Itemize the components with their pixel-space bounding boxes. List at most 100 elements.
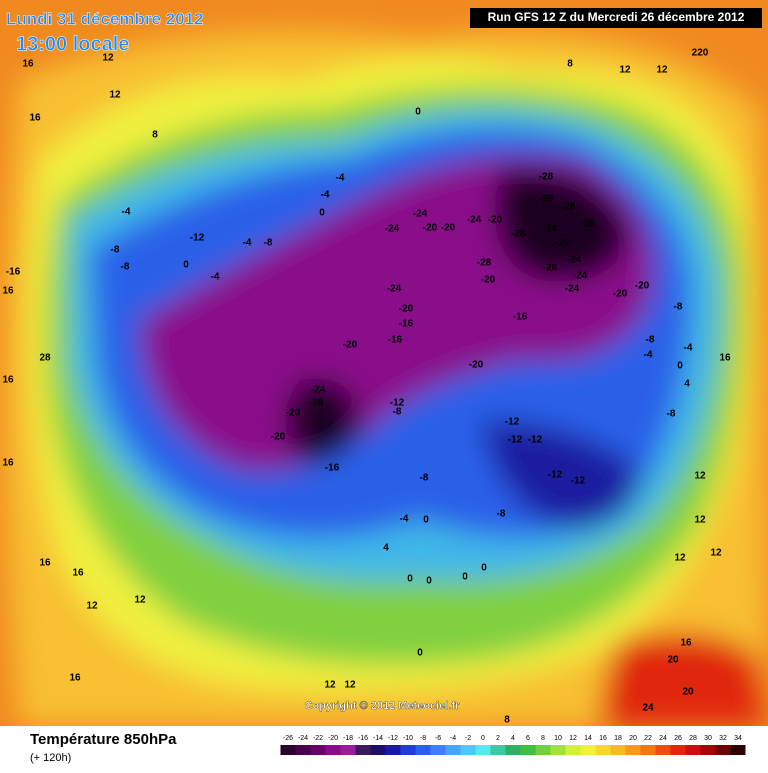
colorbar-swatch (565, 745, 581, 755)
colorbar-label: 24 (659, 735, 667, 742)
contour-label: -28 (539, 172, 554, 183)
colorbar-label: 10 (554, 735, 562, 742)
contour-label: 4 (383, 543, 389, 554)
run-info: Run GFS 12 Z du Mercredi 26 décembre 201… (488, 10, 745, 24)
contour-label: 12 (656, 65, 668, 76)
contour-label: 16 (69, 673, 81, 684)
colorbar-swatch (445, 745, 461, 755)
contour-label: -20 (343, 340, 358, 351)
contour-label: -8 (393, 407, 402, 418)
colorbar-label: -4 (450, 735, 456, 742)
colorbar-swatch (595, 745, 611, 755)
contour-label: 8 (567, 59, 573, 70)
colorbar-label: -22 (313, 735, 323, 742)
contour-label: -24 (555, 238, 570, 249)
contour-label: 4 (684, 379, 690, 390)
contour-label: 12 (710, 548, 722, 559)
contour-label: -20 (481, 275, 496, 286)
colorbar-label: -26 (283, 735, 293, 742)
contour-label: 16 (22, 59, 34, 70)
contour-label: -12 (528, 435, 543, 446)
contour-label: -8 (646, 335, 655, 346)
colorbar-swatch (730, 745, 746, 755)
contour-label: 12 (694, 515, 706, 526)
contour-label: 16 (39, 558, 51, 569)
colorbar-swatch (550, 745, 566, 755)
contour-label: -4 (321, 190, 330, 201)
contour-label: 12 (102, 53, 114, 64)
contour-label: -28 (539, 194, 554, 205)
contour-label: -4 (400, 514, 409, 525)
colorbar-label: 32 (719, 735, 727, 742)
contour-label: -24 (573, 271, 588, 282)
contour-label: 12 (619, 65, 631, 76)
contour-label: -28 (561, 202, 576, 213)
contour-label: 20 (667, 655, 679, 666)
colorbar-label: -10 (403, 735, 413, 742)
contour-label: -16 (325, 463, 340, 474)
contour-label: -4 (122, 207, 131, 218)
contour-label: -20 (488, 215, 503, 226)
contour-label: -12 (190, 233, 205, 244)
colorbar-swatch (355, 745, 371, 755)
contour-label: 0 (423, 515, 429, 526)
contour-label: -16 (388, 335, 403, 346)
colorbar-swatch (670, 745, 686, 755)
temperature-field (0, 0, 768, 726)
colorbar-label: -12 (388, 735, 398, 742)
contour-label: -20 (271, 432, 286, 443)
colorbar-label: -6 (435, 735, 441, 742)
colorbar-label: -16 (358, 735, 368, 742)
colorbar-swatch (295, 745, 311, 755)
colorbar-label: 14 (584, 735, 592, 742)
colorbar: -26 -24 -22 -20 -18 -16 -14 -12 -10 -8 -6 -4 -2 0 2 4 6 8… (280, 735, 746, 755)
contour-label: -12 (508, 435, 523, 446)
footer-lead: (+ 120h) (30, 752, 71, 764)
colorbar-swatch (385, 745, 401, 755)
colorbar-swatch (655, 745, 671, 755)
contour-label: -4 (211, 272, 220, 283)
run-box (470, 8, 762, 28)
contour-label: -16 (513, 312, 528, 323)
contour-label: -24 (467, 215, 482, 226)
colorbar-label: 18 (614, 735, 622, 742)
colorbar-swatch (340, 745, 356, 755)
contour-label: 16 (680, 638, 692, 649)
colorbar-label: 12 (569, 735, 577, 742)
contour-label: -12 (548, 470, 563, 481)
colorbar-swatch (700, 745, 716, 755)
contour-label: 0 (462, 572, 468, 583)
colorbar-swatch (430, 745, 446, 755)
contour-label: -12 (390, 398, 405, 409)
contour-label: -16 (399, 319, 414, 330)
colorbar-swatch (415, 745, 431, 755)
contour-label: 16 (2, 375, 14, 386)
colorbar-swatch (310, 745, 326, 755)
contour-label: 12 (109, 90, 121, 101)
contour-label: -4 (644, 350, 653, 361)
contour-label: 12 (344, 680, 356, 691)
colorbar-swatch (370, 745, 386, 755)
contour-label: -12 (505, 417, 520, 428)
colorbar-swatch (400, 745, 416, 755)
contour-label: -8 (420, 473, 429, 484)
contour-label: -24 (567, 255, 582, 266)
contour-label: 16 (29, 113, 41, 124)
contour-label: -28 (309, 398, 324, 409)
contour-label: 12 (694, 471, 706, 482)
colorbar-label: 2 (496, 735, 500, 742)
contour-label: 8 (504, 715, 510, 726)
contour-label: -20 (441, 223, 456, 234)
contour-label: 12 (324, 680, 336, 691)
contour-label: 24 (642, 703, 654, 714)
colorbar-label: 22 (644, 735, 652, 742)
contour-label: 220 (692, 48, 709, 59)
contour-label: -20 (423, 223, 438, 234)
contour-label: -24 (311, 385, 326, 396)
contour-label: -28 (511, 229, 526, 240)
colorbar-swatch (610, 745, 626, 755)
contour-label: 0 (183, 260, 189, 271)
